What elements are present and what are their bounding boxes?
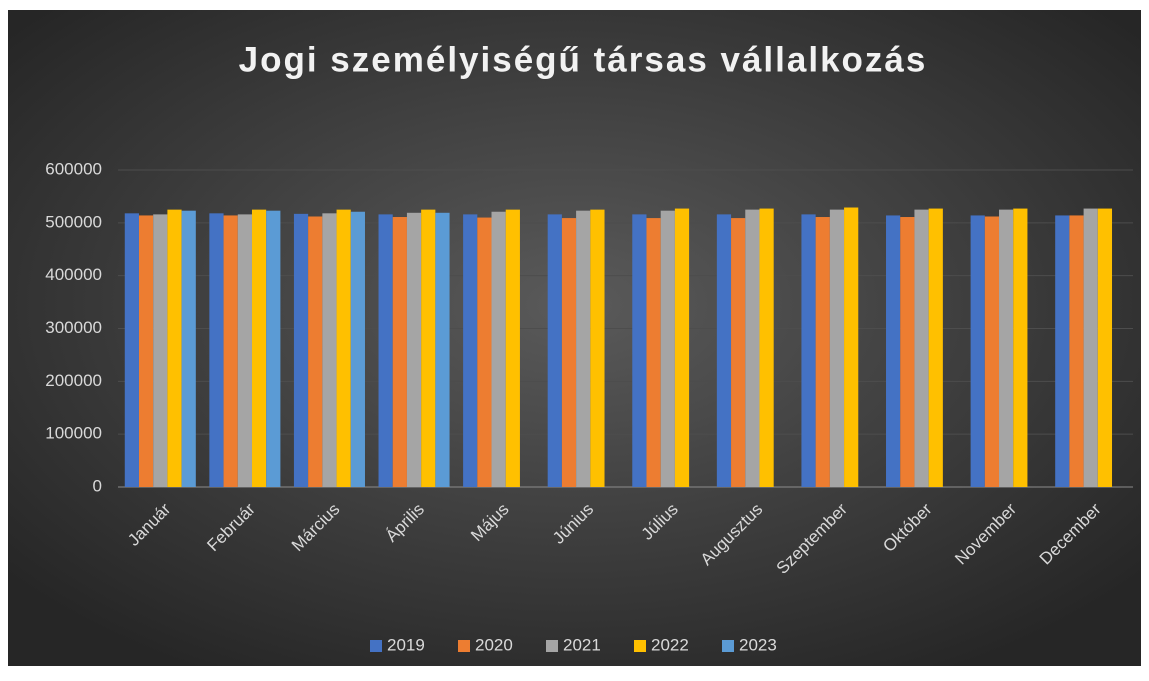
bar	[632, 214, 647, 487]
bar	[716, 214, 732, 487]
bar	[745, 209, 760, 487]
bar	[421, 209, 436, 487]
bar	[759, 208, 774, 487]
bar	[209, 213, 224, 487]
bar	[731, 218, 746, 487]
bar	[322, 213, 337, 487]
bar	[1013, 208, 1028, 487]
bar	[829, 209, 845, 487]
y-tick-label: 500000	[45, 212, 102, 231]
legend-label: 2023	[739, 635, 777, 654]
legend-label: 2021	[563, 635, 601, 654]
bar	[928, 208, 943, 487]
bar	[167, 209, 182, 487]
legend-key	[458, 640, 470, 652]
bar	[293, 213, 309, 487]
chart-title: Jogi személyiségű társas vállalkozás	[239, 40, 928, 79]
bar	[561, 218, 577, 487]
bar	[900, 217, 915, 487]
bar	[237, 214, 252, 487]
bar	[138, 215, 154, 488]
bar	[491, 211, 506, 487]
bar	[251, 209, 267, 487]
legend-key	[546, 640, 558, 652]
y-tick-label: 400000	[45, 265, 102, 284]
legend-label: 2020	[475, 635, 513, 654]
bar	[674, 208, 690, 487]
bar	[308, 216, 323, 487]
bar	[1055, 215, 1070, 488]
bar	[984, 216, 1000, 487]
y-tick-label: 100000	[45, 424, 102, 443]
bar	[886, 215, 901, 488]
bar	[378, 214, 393, 487]
y-tick-label: 0	[93, 476, 102, 495]
bar	[1097, 208, 1113, 487]
bar	[505, 209, 520, 487]
legend-key	[722, 640, 734, 652]
legend-label: 2019	[387, 635, 425, 654]
bar	[801, 214, 816, 487]
bar	[576, 210, 591, 487]
bar	[844, 207, 859, 488]
bar	[392, 217, 407, 487]
bar	[406, 212, 422, 488]
bar	[590, 209, 605, 487]
bar	[646, 218, 661, 487]
bar	[223, 215, 238, 488]
bar	[999, 209, 1014, 487]
bar	[153, 214, 168, 487]
bar	[477, 217, 492, 488]
bar	[435, 212, 450, 488]
legend-key	[370, 640, 382, 652]
bar	[970, 215, 985, 488]
bar	[914, 209, 929, 487]
bar	[336, 209, 351, 487]
legend-label: 2022	[651, 635, 689, 654]
bar	[350, 211, 365, 487]
bar	[1069, 215, 1084, 488]
y-tick-label: 300000	[45, 318, 102, 337]
y-tick-label: 200000	[45, 371, 102, 390]
bar	[815, 217, 830, 487]
bar	[124, 213, 139, 487]
bar	[181, 210, 196, 487]
bar	[547, 214, 562, 487]
y-tick-label: 600000	[45, 159, 102, 178]
bar	[660, 210, 675, 487]
legend-key	[634, 640, 646, 652]
bar	[463, 214, 478, 487]
bar	[266, 210, 281, 487]
bar	[1083, 208, 1098, 487]
